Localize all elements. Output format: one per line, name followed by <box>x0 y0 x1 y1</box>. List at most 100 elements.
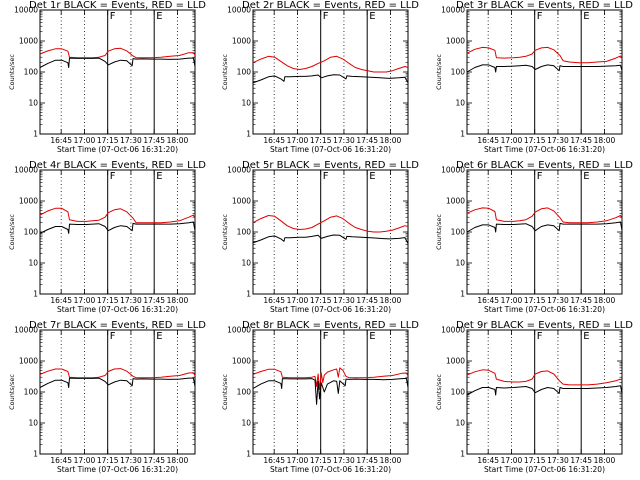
panel-8-ytick-label: 1 <box>246 450 251 459</box>
panel-7-ytick-label: 10 <box>28 419 38 428</box>
panel-5-xlabel: Start Time (07-Oct-06 16:31:20) <box>270 305 391 314</box>
panel-5-ytick-label: 1000 <box>232 197 251 206</box>
panel-7-ytick-label: 1000 <box>19 357 38 366</box>
panel-4-ytick-label: 10000 <box>14 166 38 175</box>
panel-9-xtick-label: 18:00 <box>594 456 616 465</box>
panel-9-title: Det 9r BLACK = Events, RED = LLD <box>456 320 633 331</box>
panel-7-xtick-label: 17:45 <box>143 456 165 465</box>
panel-4-ytick-label: 100 <box>24 228 39 237</box>
panel-3-series-lld <box>466 46 623 64</box>
panel-8-ytick-label: 100 <box>237 388 252 397</box>
panel-9-xlabel: Start Time (07-Oct-06 16:31:20) <box>484 465 605 474</box>
panel-4: Det 4r BLACK = Events, RED = LLD 1 10 100 10… <box>8 160 206 314</box>
panel-9-event-marker-e: E <box>583 331 589 342</box>
panel-6-xtick-label: 17:15 <box>524 296 546 305</box>
panel-7-xtick-label: 18:00 <box>167 456 189 465</box>
panel-5-xtick-label: 17:00 <box>287 296 309 305</box>
panel-3-xtick-label: 17:30 <box>547 136 569 145</box>
panel-1-xtick-label: 17:45 <box>143 136 165 145</box>
panel-5-series-events <box>252 234 409 244</box>
panel-4-series-lld <box>39 207 196 224</box>
panel-1-ytick-label: 1000 <box>19 37 38 46</box>
panel-6-ytick-label: 100 <box>451 228 466 237</box>
panel-3-plot-frame <box>466 9 623 135</box>
panel-5-xtick-label: 17:45 <box>356 296 378 305</box>
panel-1-ytick-label: 100 <box>24 68 39 77</box>
panel-5-ytick-label: 100 <box>237 228 252 237</box>
panel-3-event-marker-e: E <box>583 11 589 22</box>
panel-5-title: Det 5r BLACK = Events, RED = LLD <box>242 160 419 171</box>
panel-5-ytick-label: 1 <box>246 290 251 299</box>
panel-5-xtick-label: 18:00 <box>380 296 402 305</box>
panel-6-ytick-label: 1000 <box>446 197 465 206</box>
panel-2-ytick-label: 10000 <box>227 6 251 15</box>
panel-5-xtick-label: 17:15 <box>310 296 332 305</box>
panel-3-title: Det 3r BLACK = Events, RED = LLD <box>456 0 633 11</box>
panel-1-xtick-label: 17:30 <box>120 136 142 145</box>
panel-6-event-marker-e: E <box>583 171 589 182</box>
panel-1-event-marker-e: E <box>156 11 162 22</box>
panel-9-xtick-label: 17:45 <box>570 456 592 465</box>
panel-3-ylabel: Counts/sec <box>435 54 443 90</box>
panel-2-event-marker-f: F <box>323 11 329 22</box>
panel-2-xlabel: Start Time (07-Oct-06 16:31:20) <box>270 145 391 154</box>
panel-4-xtick-label: 17:15 <box>97 296 119 305</box>
panel-8-event-marker-e: E <box>369 331 375 342</box>
panel-6-xtick-label: 18:00 <box>594 296 616 305</box>
panel-7: Det 7r BLACK = Events, RED = LLD 1 10 100 10… <box>8 320 206 474</box>
panel-1-xlabel: Start Time (07-Oct-06 16:31:20) <box>57 145 178 154</box>
panel-8-plot-frame <box>252 329 409 455</box>
panel-4-ylabel: Counts/sec <box>8 214 16 250</box>
panel-7-event-marker-f: F <box>110 331 116 342</box>
panel-7-plot-frame <box>39 329 196 455</box>
panel-7-ytick-label: 1 <box>33 450 38 459</box>
panel-9-series-lld <box>466 369 623 386</box>
panel-6-plot-frame <box>466 169 623 295</box>
panel-2-xtick-label: 17:30 <box>333 136 355 145</box>
panel-2: Det 2r BLACK = Events, RED = LLD 1 10 100 10… <box>221 0 419 154</box>
panel-3-xtick-label: 17:45 <box>570 136 592 145</box>
panel-4-series-events <box>39 221 196 234</box>
panel-6-xtick-label: 17:45 <box>570 296 592 305</box>
panel-8-xtick-label: 18:00 <box>380 456 402 465</box>
panel-4-event-marker-f: F <box>110 171 116 182</box>
panel-2-event-marker-e: E <box>369 11 375 22</box>
panel-2-xtick-label: 18:00 <box>380 136 402 145</box>
panel-2-ytick-label: 1 <box>246 130 251 139</box>
panel-8-series-lld <box>252 367 409 390</box>
panel-1-title: Det 1r BLACK = Events, RED = LLD <box>29 0 206 11</box>
panel-9-xtick-label: 17:15 <box>524 456 546 465</box>
panel-6-xtick-label: 17:30 <box>547 296 569 305</box>
panel-8-ytick-label: 1000 <box>232 357 251 366</box>
panel-5-ylabel: Counts/sec <box>221 214 229 250</box>
panel-6-series-events <box>466 221 623 233</box>
panel-1-series-lld <box>39 47 196 59</box>
panel-2-xtick-label: 17:15 <box>310 136 332 145</box>
panel-7-ytick-label: 100 <box>24 388 39 397</box>
panel-8-xtick-label: 16:45 <box>263 456 285 465</box>
panel-3-xtick-label: 17:00 <box>501 136 523 145</box>
panel-3-series-events <box>466 64 623 73</box>
panel-8-ytick-label: 10000 <box>227 326 251 335</box>
panel-2-ytick-label: 1000 <box>232 37 251 46</box>
panel-8-event-marker-f: F <box>323 331 329 342</box>
panel-2-xtick-label: 17:00 <box>287 136 309 145</box>
panel-1: Det 1r BLACK = Events, RED = LLD 1 10 100 10… <box>8 0 206 154</box>
panel-4-xlabel: Start Time (07-Oct-06 16:31:20) <box>57 305 178 314</box>
panel-5-event-marker-e: E <box>369 171 375 182</box>
panel-8-xlabel: Start Time (07-Oct-06 16:31:20) <box>270 465 391 474</box>
panel-2-xtick-label: 17:45 <box>356 136 378 145</box>
panel-6-event-marker-f: F <box>537 171 543 182</box>
panel-6: Det 6r BLACK = Events, RED = LLD 1 10 100 10… <box>435 160 633 314</box>
panel-7-xtick-label: 17:30 <box>120 456 142 465</box>
panel-9-ytick-label: 100 <box>451 388 466 397</box>
panel-5-ytick-label: 10 <box>241 259 251 268</box>
panel-2-title: Det 2r BLACK = Events, RED = LLD <box>242 0 419 11</box>
panel-6-series-lld <box>466 207 623 224</box>
panel-5-series-lld <box>252 215 409 233</box>
panel-1-plot-frame <box>39 9 196 135</box>
panel-6-title: Det 6r BLACK = Events, RED = LLD <box>456 160 633 171</box>
panel-7-xlabel: Start Time (07-Oct-06 16:31:20) <box>57 465 178 474</box>
panel-1-ylabel: Counts/sec <box>8 54 16 90</box>
